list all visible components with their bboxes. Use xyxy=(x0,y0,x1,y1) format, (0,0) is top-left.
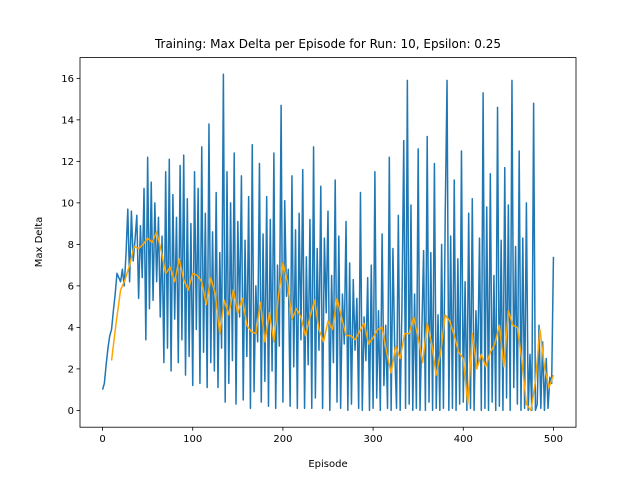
x-tick-label: 500 xyxy=(544,434,563,445)
y-axis-label: Max Delta xyxy=(34,217,45,268)
series-line xyxy=(110,231,555,412)
x-tick-label: 200 xyxy=(273,434,292,445)
plot-area xyxy=(101,73,555,412)
y-tick-label: 16 xyxy=(61,74,74,85)
y-tick-label: 4 xyxy=(68,323,74,334)
y-tick-label: 0 xyxy=(68,406,74,417)
x-tick-label: 400 xyxy=(454,434,473,445)
x-axis-label: Episode xyxy=(308,459,347,470)
y-tick-label: 12 xyxy=(61,157,74,168)
x-tick-label: 100 xyxy=(183,434,202,445)
x-tick-label: 300 xyxy=(364,434,383,445)
chart-title: Training: Max Delta per Episode for Run:… xyxy=(154,37,501,51)
axes-frame xyxy=(79,57,577,428)
series-line xyxy=(101,73,555,412)
y-tick-label: 6 xyxy=(68,281,74,292)
y-tick-label: 14 xyxy=(61,115,74,126)
y-tick-label: 8 xyxy=(68,240,74,251)
y-tick-label: 2 xyxy=(68,364,74,375)
x-tick-label: 0 xyxy=(99,434,105,445)
y-tick-label: 10 xyxy=(61,198,74,209)
